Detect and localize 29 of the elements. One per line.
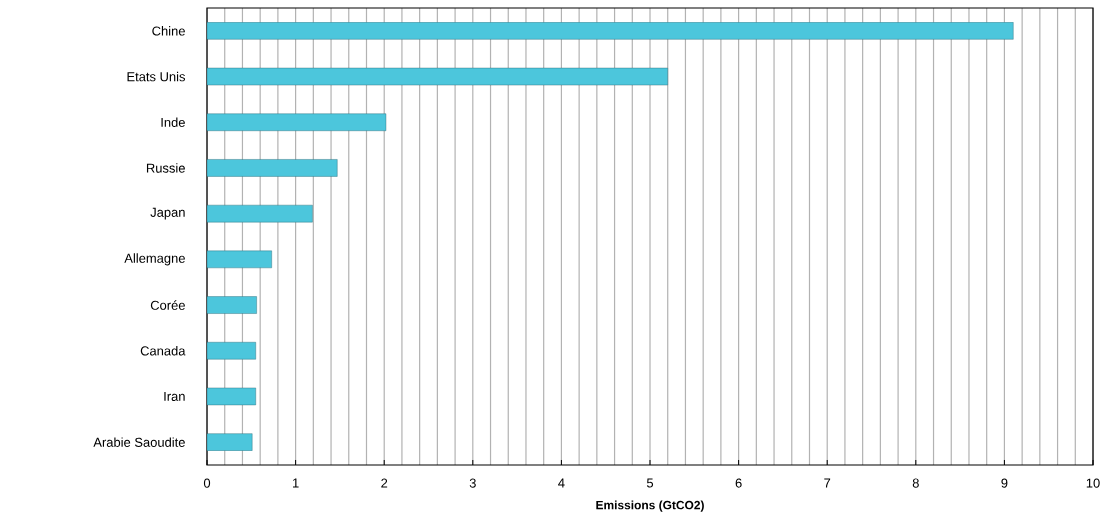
x-tick-label: 3: [469, 478, 476, 488]
bar: [207, 342, 256, 360]
x-tick-label: 8: [912, 478, 919, 488]
y-tick-label: Arabie Saoudite: [93, 437, 185, 447]
y-tick-label: Inde: [161, 117, 185, 127]
y-tick-label: Russie: [146, 163, 185, 173]
y-tick-label: Canada: [140, 345, 186, 356]
x-tick-label: 4: [558, 478, 565, 488]
x-tick-label: 9: [1001, 478, 1008, 488]
bar: [207, 296, 257, 314]
x-tick-label: 7: [824, 478, 831, 488]
x-tick-label: 0: [203, 478, 211, 488]
y-tick-label: Allemagne: [124, 253, 185, 266]
y-tick-label: Chine: [152, 26, 185, 36]
bar: [207, 250, 272, 269]
y-tick-label: Japan: [150, 207, 185, 220]
y-tick-label: Corée: [150, 300, 185, 310]
x-tick-label: 5: [646, 478, 654, 488]
x-tick-label: 10: [1086, 478, 1100, 488]
x-tick-label: 6: [735, 478, 742, 488]
x-tick-label: 2: [381, 478, 388, 488]
bar: [207, 159, 338, 177]
y-tick-label: Etats Unis: [127, 71, 186, 82]
x-axis-title: Emissions (GtCO2): [596, 500, 704, 512]
bar: [207, 22, 1014, 40]
bar: [207, 113, 387, 131]
x-tick-label: 1: [292, 478, 299, 488]
bar: [207, 433, 253, 451]
y-tick-label: Iran: [164, 391, 185, 401]
